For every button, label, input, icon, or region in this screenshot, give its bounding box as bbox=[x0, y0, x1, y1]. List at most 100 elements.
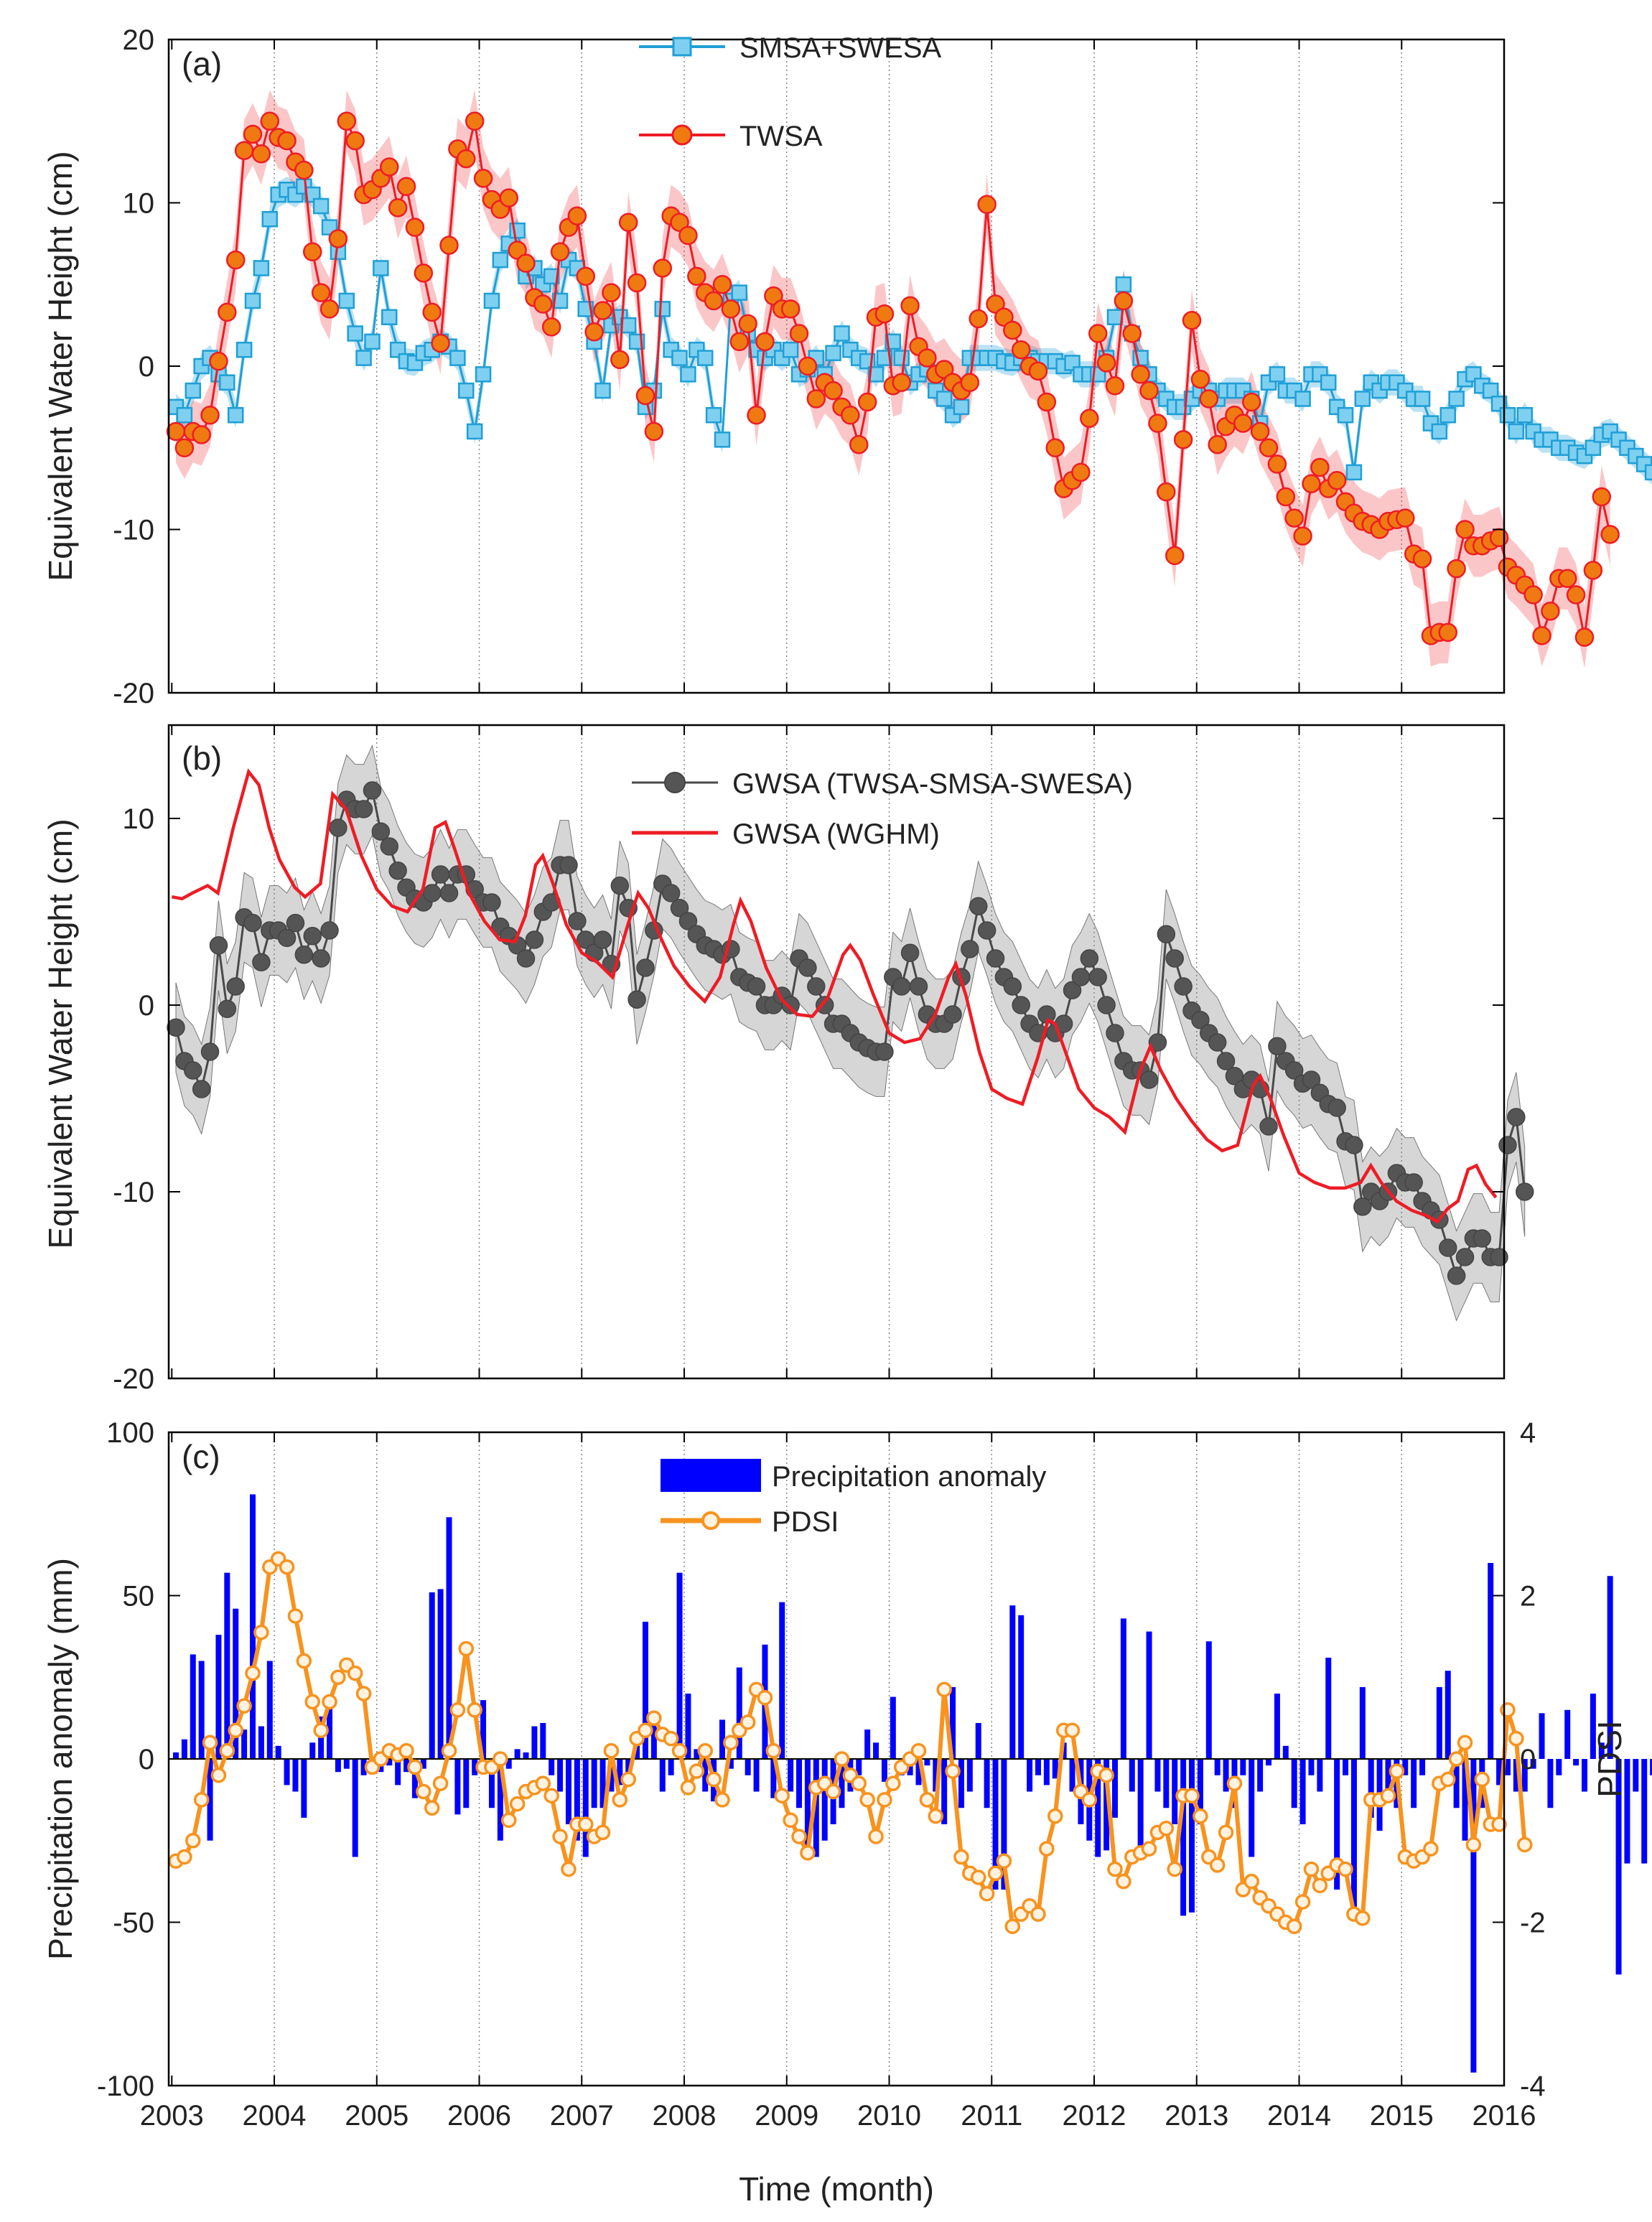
precip-bar bbox=[292, 1759, 299, 1792]
pdsi-point bbox=[1508, 1730, 1524, 1747]
precip-bar bbox=[207, 1759, 213, 1841]
twsa-point bbox=[892, 373, 911, 392]
twsa-point bbox=[798, 356, 818, 376]
twsa-point bbox=[209, 351, 228, 371]
precip-bar bbox=[1299, 1759, 1306, 1824]
gwsa-point bbox=[986, 949, 1005, 968]
smsa-point bbox=[244, 292, 261, 309]
smsa-point bbox=[355, 350, 372, 366]
pdsi-point bbox=[996, 1853, 1012, 1869]
precip-bar bbox=[1282, 1745, 1289, 1759]
twsa-point bbox=[302, 242, 322, 261]
precip-bar bbox=[1052, 1759, 1058, 1779]
legend-pdsi-label: PDSI bbox=[772, 1506, 839, 1538]
precip-bar bbox=[446, 1517, 452, 1759]
twsa-point bbox=[439, 235, 459, 255]
gwsa-point bbox=[781, 996, 800, 1014]
legend-smsa-square-marker bbox=[672, 37, 692, 57]
precip-bar bbox=[617, 1759, 623, 1785]
precip-bar bbox=[1189, 1759, 1195, 1913]
pdsi-point bbox=[1439, 1771, 1456, 1788]
precip-bar bbox=[514, 1749, 521, 1759]
twsa-point bbox=[1233, 414, 1253, 433]
smsa-point bbox=[483, 292, 500, 309]
gwsa-point bbox=[1063, 981, 1082, 999]
precip-bar bbox=[1240, 1759, 1246, 1775]
gwsa-point bbox=[226, 977, 245, 996]
precip-bar bbox=[745, 1759, 751, 1775]
precip-bar bbox=[352, 1759, 358, 1857]
gwsa-point bbox=[798, 958, 817, 977]
pdsi-point bbox=[1064, 1722, 1081, 1738]
gwsa-point bbox=[1097, 996, 1116, 1014]
pdsi-point bbox=[706, 1771, 722, 1788]
twsa-point bbox=[755, 332, 775, 352]
precip-bar bbox=[1496, 1759, 1503, 1785]
twsa-point bbox=[576, 266, 596, 286]
panel-c-label: (c) bbox=[182, 1438, 220, 1475]
precip-bar bbox=[1539, 1713, 1545, 1759]
twsa-point bbox=[1105, 376, 1125, 396]
twsa-point bbox=[704, 291, 724, 311]
smsa-point bbox=[1269, 366, 1286, 383]
pdsi-point bbox=[791, 1829, 807, 1844]
pdsi-point bbox=[330, 1669, 346, 1685]
twsa-point bbox=[1284, 508, 1304, 528]
twsa-point bbox=[1096, 353, 1116, 373]
precip-bar bbox=[839, 1759, 845, 1808]
precip-bar bbox=[181, 1739, 187, 1759]
panel-a-series bbox=[166, 111, 1652, 647]
smsa-point bbox=[834, 325, 850, 342]
pdsi-point bbox=[1081, 1792, 1098, 1808]
pdsi-point bbox=[1338, 1861, 1353, 1877]
twsa-point bbox=[1241, 392, 1261, 412]
precip-bar bbox=[1615, 1759, 1622, 1975]
precip-bar bbox=[1419, 1759, 1426, 1775]
pdsi-point bbox=[1158, 1820, 1175, 1836]
smsa-point bbox=[312, 197, 330, 215]
gwsa-point bbox=[892, 977, 911, 996]
precip-bar bbox=[1530, 1759, 1536, 1769]
precip-bar bbox=[1069, 1759, 1075, 1792]
panel-a-y-tick-label--10: -10 bbox=[113, 515, 154, 546]
pdsi-point bbox=[1116, 1873, 1131, 1890]
twsa-point bbox=[1157, 482, 1176, 502]
gwsa-point bbox=[1447, 1266, 1466, 1285]
smsa-point bbox=[1354, 391, 1371, 407]
pdsi-point bbox=[1465, 1836, 1482, 1853]
twsa-point bbox=[986, 294, 1005, 314]
gwsa-point bbox=[516, 949, 536, 968]
series-line-gwsa-wghm- bbox=[171, 768, 1498, 1224]
pdsi-point bbox=[441, 1742, 457, 1759]
gwsa-point bbox=[559, 856, 578, 874]
gwsa-point bbox=[1165, 949, 1184, 968]
smsa-point bbox=[466, 423, 483, 440]
gwsa-point bbox=[568, 912, 587, 930]
gwsa-point bbox=[184, 1061, 202, 1080]
precip-bar bbox=[591, 1759, 597, 1808]
precip-bar bbox=[736, 1667, 742, 1759]
precip-bar bbox=[1564, 1709, 1571, 1759]
gwsa-point bbox=[1345, 1136, 1363, 1154]
gwsa-point bbox=[329, 818, 347, 837]
pdsi-point bbox=[287, 1608, 304, 1624]
twsa-point bbox=[550, 242, 570, 261]
gwsa-point bbox=[1302, 1070, 1321, 1089]
twsa-point bbox=[1600, 525, 1620, 544]
twsa-point bbox=[653, 258, 673, 278]
precip-bar bbox=[1513, 1759, 1519, 1792]
twsa-point bbox=[1412, 549, 1432, 569]
precip-bar bbox=[1436, 1686, 1442, 1759]
gwsa-point bbox=[1003, 977, 1022, 996]
smsa-point bbox=[1320, 374, 1337, 391]
precip-bar bbox=[907, 1759, 913, 1775]
twsa-point bbox=[396, 177, 416, 196]
smsa-point bbox=[1644, 464, 1652, 481]
panel-c-y-axis-label: Precipitation anomaly (mm) bbox=[42, 1558, 79, 1960]
twsa-point bbox=[789, 324, 809, 343]
legend-twsa-circle-marker bbox=[671, 124, 693, 146]
twsa-point bbox=[857, 392, 877, 412]
pdsi-point bbox=[953, 1849, 969, 1865]
precip-bar bbox=[574, 1759, 580, 1841]
